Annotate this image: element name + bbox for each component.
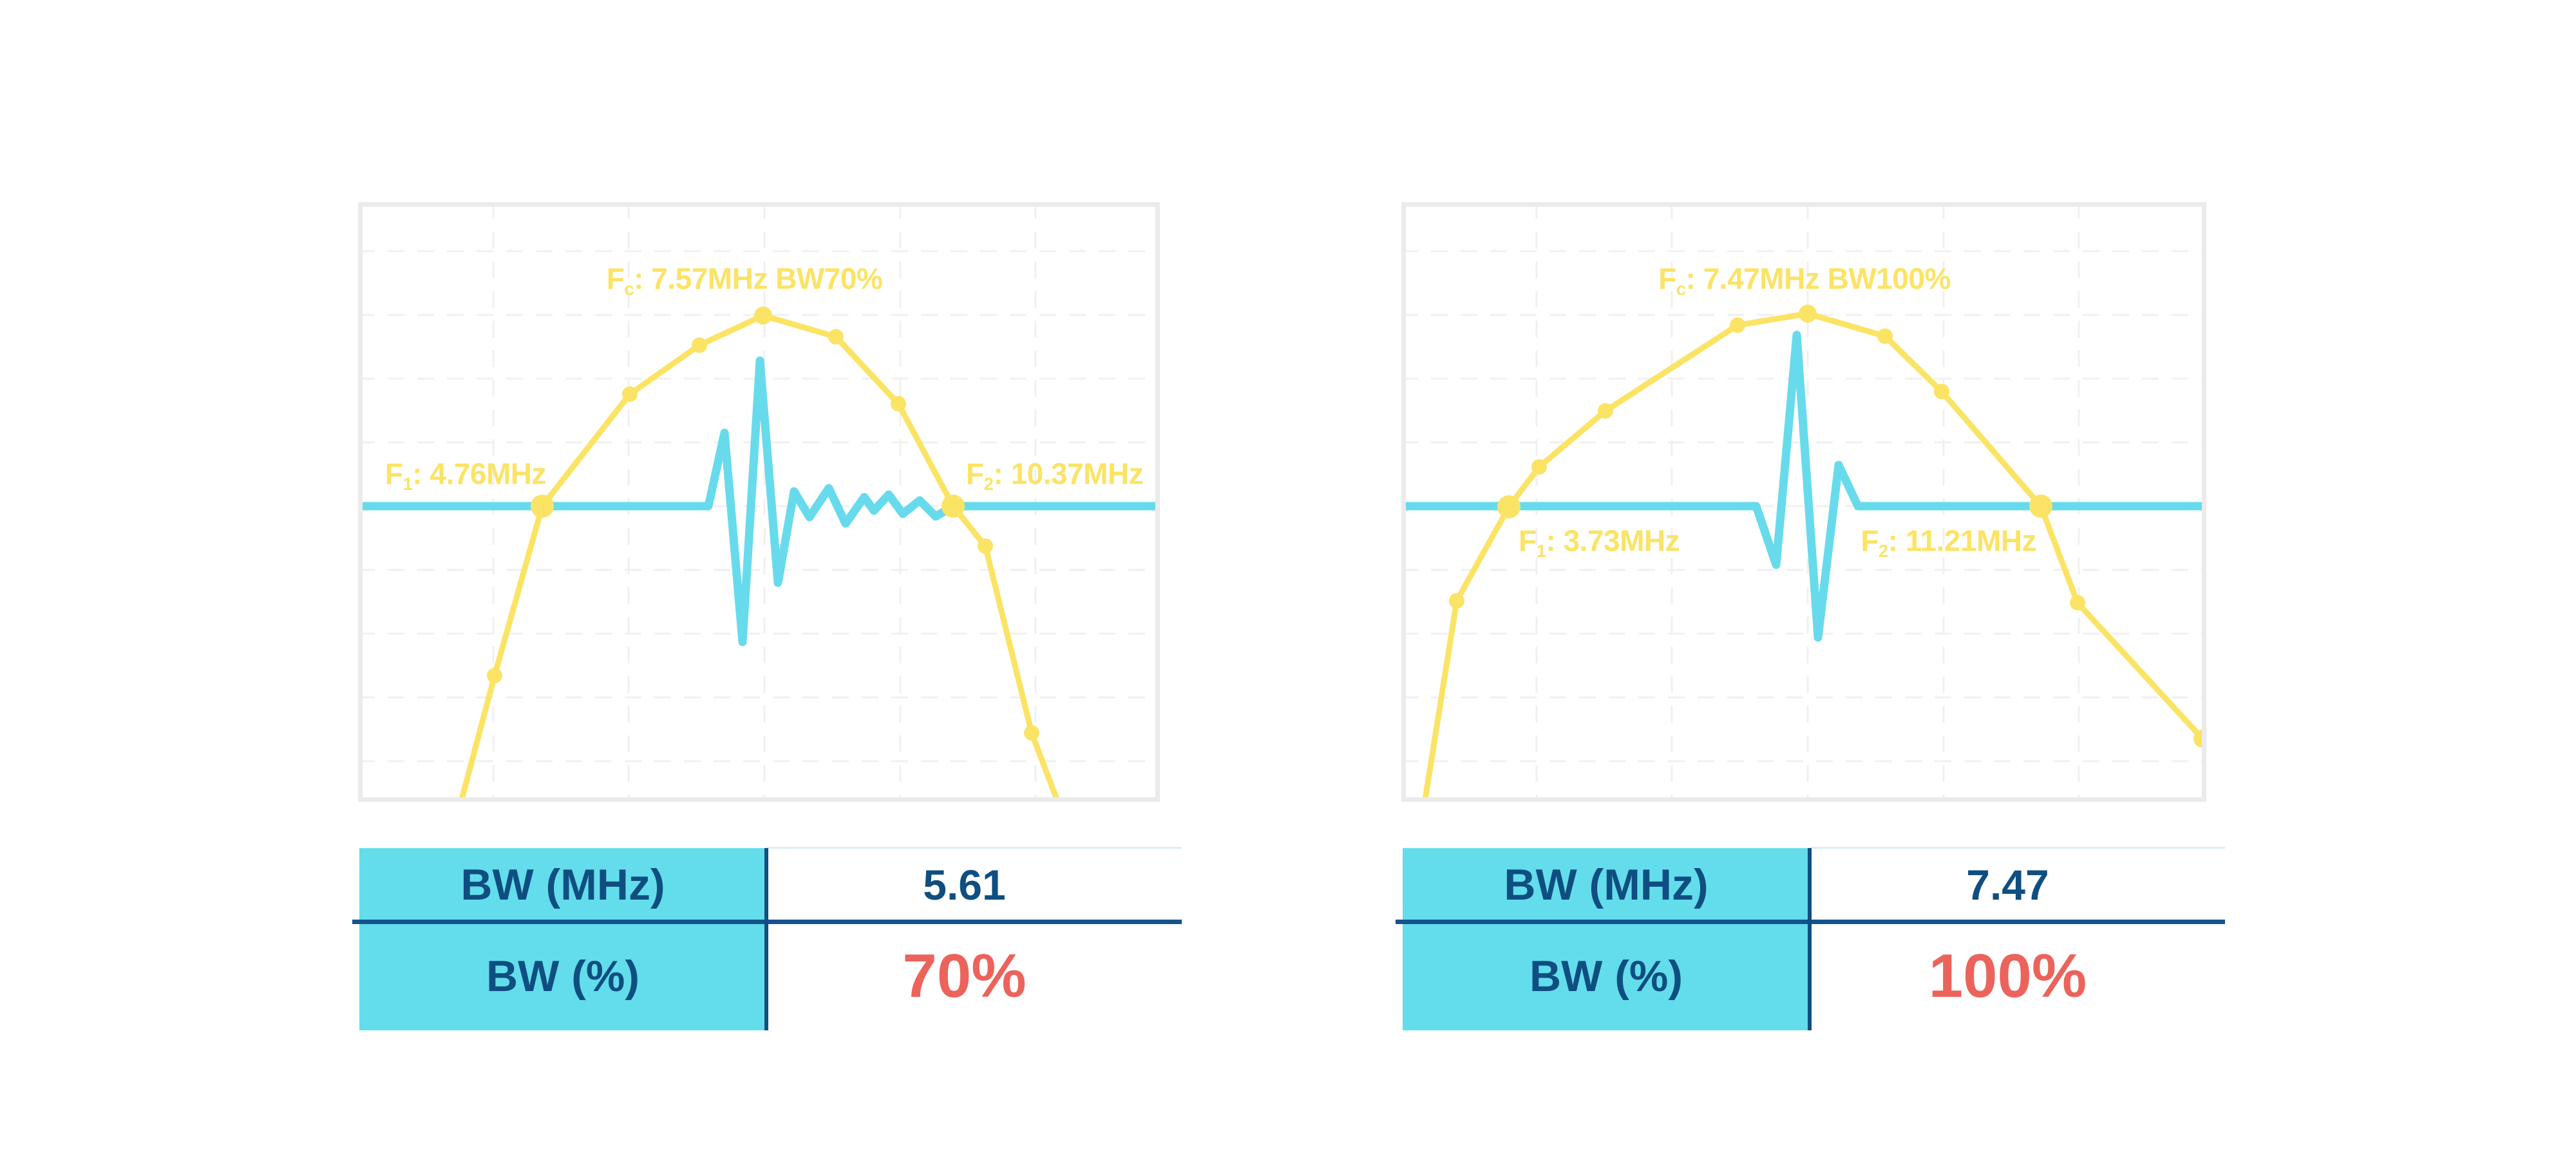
table-value-bw-pct: 100% bbox=[1928, 941, 2087, 1010]
label-f2-chart0: F2: 10.37MHz bbox=[966, 457, 1144, 495]
chart-svg-1 bbox=[1401, 202, 2206, 802]
plot-area-1 bbox=[1401, 202, 2206, 802]
data-point-marker bbox=[1598, 403, 1613, 419]
bw-table-right: BW (MHz) 7.47 BW (%) 100% bbox=[1396, 847, 2225, 1030]
label-text: F bbox=[966, 457, 984, 491]
data-point-marker bbox=[1799, 305, 1817, 323]
label-text: F bbox=[1519, 524, 1537, 558]
data-point-marker bbox=[942, 495, 965, 518]
data-point-marker bbox=[692, 337, 707, 353]
plot-area-0 bbox=[358, 202, 1160, 802]
data-point-marker bbox=[978, 538, 993, 554]
spectrum-curve bbox=[458, 312, 1061, 802]
data-point-marker bbox=[828, 329, 844, 345]
table-value-bw-mhz: 7.47 bbox=[1966, 861, 2049, 909]
label-fc-chart0: Fc: 7.57MHz BW70% bbox=[607, 263, 883, 298]
label-text: : 11.21MHz bbox=[1888, 524, 2037, 558]
label-subscript: 1 bbox=[1536, 541, 1546, 562]
data-point-marker bbox=[1497, 495, 1520, 518]
data-point-marker bbox=[1531, 459, 1547, 475]
label-text: : 10.37MHz bbox=[993, 457, 1144, 491]
data-point-marker bbox=[487, 668, 502, 683]
data-point-marker bbox=[2029, 495, 2052, 518]
pulse-waveform bbox=[1401, 330, 2206, 642]
data-point-marker bbox=[1934, 384, 1949, 399]
label-f1-chart1: F1: 3.73MHz bbox=[1519, 525, 1680, 560]
chart-panel-1 bbox=[1401, 202, 2206, 802]
data-point-marker bbox=[1730, 317, 1745, 333]
label-text: : 4.76MHz bbox=[412, 457, 546, 491]
label-text: F bbox=[606, 261, 625, 296]
label-text: F bbox=[384, 457, 403, 491]
bw-table-left: BW (MHz) 5.61 BW (%) 70% bbox=[352, 847, 1182, 1030]
table-value-bw-pct: 70% bbox=[902, 941, 1027, 1010]
label-text: F bbox=[1861, 524, 1879, 558]
table-value-bw-mhz: 5.61 bbox=[923, 861, 1006, 909]
label-subscript: 2 bbox=[983, 474, 994, 495]
table-top-rule bbox=[1810, 847, 2225, 849]
table-top-rule bbox=[766, 847, 1182, 849]
label-subscript: 2 bbox=[1878, 541, 1888, 562]
label-text: F bbox=[1658, 261, 1676, 296]
chart-svg-0 bbox=[358, 202, 1160, 802]
label-text: : 7.57MHz BW70% bbox=[634, 261, 883, 296]
table-column-divider bbox=[1808, 848, 1812, 1030]
label-f1-chart0: F1: 4.76MHz bbox=[384, 457, 547, 495]
table-label-bw-mhz: BW (MHz) bbox=[1403, 848, 1810, 922]
data-point-marker bbox=[531, 495, 554, 518]
data-point-marker bbox=[622, 386, 638, 402]
table-column-divider bbox=[764, 848, 768, 1030]
data-point-marker bbox=[1024, 725, 1039, 741]
chart-panel-0 bbox=[358, 202, 1160, 802]
data-point-marker bbox=[1449, 593, 1464, 609]
table-label-bw-pct: BW (%) bbox=[359, 922, 766, 1030]
label-subscript: 1 bbox=[402, 474, 413, 495]
data-point-marker bbox=[891, 396, 906, 411]
label-text: : 3.73MHz bbox=[1546, 524, 1680, 558]
table-label-bw-mhz: BW (MHz) bbox=[359, 848, 766, 922]
label-text: : 7.47MHz BW100% bbox=[1685, 261, 1951, 296]
data-point-marker bbox=[1877, 328, 1893, 344]
label-f2-chart1: F2: 11.21MHz bbox=[1861, 525, 2036, 560]
data-point-marker bbox=[2070, 595, 2085, 610]
table-label-bw-pct: BW (%) bbox=[1403, 922, 1810, 1030]
data-point-marker bbox=[754, 307, 772, 325]
spectrum-curve bbox=[1421, 310, 2206, 802]
label-subscript: c bbox=[624, 279, 634, 299]
label-fc-chart1: Fc: 7.47MHz BW100% bbox=[1658, 263, 1951, 298]
pulse-waveform bbox=[358, 356, 1160, 647]
label-subscript: c bbox=[1676, 279, 1686, 299]
